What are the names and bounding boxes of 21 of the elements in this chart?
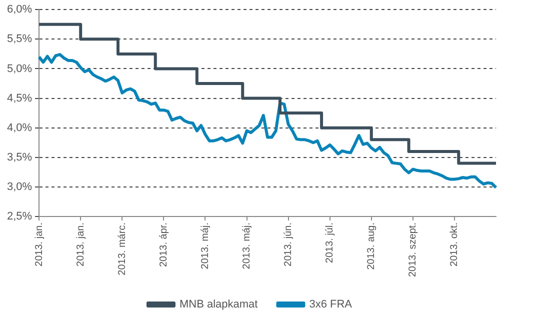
x-tick-label: 2013. máj. — [242, 222, 253, 270]
legend-label: 3x6 FRA — [309, 298, 353, 311]
y-tick-label: 6,0% — [6, 4, 32, 16]
y-tick-label: 4,0% — [6, 122, 32, 134]
y-tick-label: 3,0% — [6, 180, 32, 193]
legend-label: MNB alapkamat — [179, 298, 258, 311]
x-tick-label: 2013. okt. — [449, 222, 460, 266]
x-tick-label: 2013. ápr. — [158, 222, 170, 267]
y-tick-label: 5,5% — [6, 33, 32, 46]
x-tick-label: 2013. szept. — [408, 222, 419, 277]
x-tick-label: 2013. márc. — [116, 222, 128, 276]
x-tick-label: 2013. jan. — [75, 222, 86, 266]
y-tick-label: 4,5% — [6, 92, 32, 104]
x-tick-label: 2013. aug. — [366, 222, 378, 270]
x-tick-label: 2013. jan. — [34, 222, 45, 266]
x-tick-label: 2013. júl. — [324, 222, 336, 264]
y-tick-label: 2,5% — [6, 210, 32, 223]
y-tick-label: 5,0% — [6, 62, 32, 75]
x-tick-label: 2013. máj. — [200, 222, 211, 270]
y-tick-label: 3,5% — [6, 151, 32, 164]
x-tick-label: 2013. jún. — [283, 222, 294, 266]
